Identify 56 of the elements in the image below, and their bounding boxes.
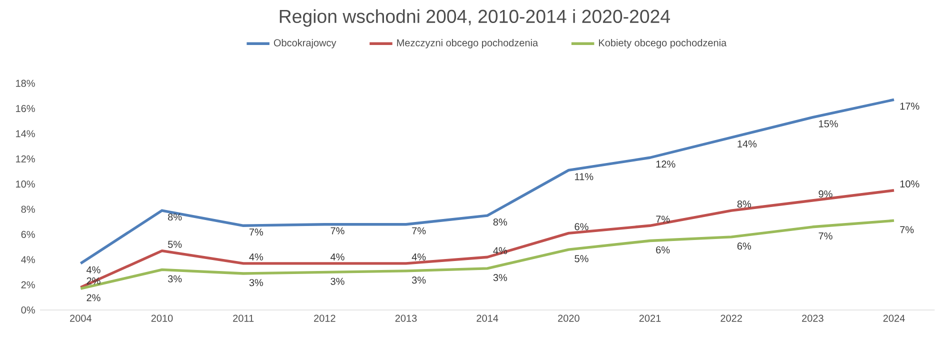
data-label: 15% [819,120,838,128]
x-tick-label: 2014 [476,314,498,322]
data-label: 3% [330,278,344,285]
x-tick-label: 2004 [70,314,92,322]
x-tick-label: 2020 [558,314,580,322]
y-tick-label: 0% [21,306,35,314]
legend-label: Kobiety obcego pochodzenia [599,39,727,48]
data-label: 4% [86,266,100,274]
x-tick-label: 2024 [883,314,905,322]
data-label: 3% [249,279,264,286]
data-label: 3% [168,275,182,282]
data-label: 17% [900,102,920,110]
data-label: 7% [412,227,426,234]
x-tick-label: 2011 [233,314,254,322]
data-label: 7% [249,228,264,236]
data-label: 6% [656,246,670,254]
x-tick-label: 2022 [720,314,742,322]
data-label: 8% [168,213,182,221]
data-label: 7% [900,226,914,234]
data-label: 4% [249,253,264,260]
y-tick-label: 12% [16,155,35,162]
y-tick-label: 6% [21,230,35,238]
data-label: 3% [412,276,426,284]
data-label: 4% [412,253,426,260]
data-label: 5% [574,255,588,262]
x-tick-label: 2010 [151,314,173,322]
data-label: 9% [818,190,832,198]
data-label: 3% [493,274,508,282]
x-tick-label: 2012 [314,314,336,322]
chart-title: Region wschodni 2004, 2010-2014 i 2020-2024 [280,9,670,27]
y-tick-label: 18% [16,80,35,87]
data-label: 14% [738,140,757,148]
data-label: 7% [656,216,670,223]
y-tick-label: 8% [21,206,35,213]
y-tick-label: 10% [16,180,35,188]
data-label: 7% [330,227,344,234]
x-tick-label: 2013 [395,314,417,322]
data-label: 8% [493,218,508,226]
y-tick-label: 16% [16,104,35,112]
data-label: 2% [86,294,100,302]
legend-label: Mezczyzni obcego pochodzenia [397,39,538,48]
x-tick-label: 2023 [802,314,824,322]
y-tick-label: 14% [16,130,35,138]
data-label: 12% [656,160,676,168]
data-label: 6% [574,223,588,230]
data-label: 8% [737,200,752,208]
y-tick-label: 4% [21,256,35,264]
data-label: 7% [818,232,832,240]
y-tick-label: 2% [21,281,35,288]
data-label: 5% [168,240,182,248]
data-label: 4% [330,253,344,260]
data-label: 11% [575,173,594,180]
x-tick-label: 2021 [639,314,661,322]
legend-label: Obcokrajowcy [274,39,336,48]
data-label: 10% [900,180,920,188]
data-label: 6% [737,242,752,250]
